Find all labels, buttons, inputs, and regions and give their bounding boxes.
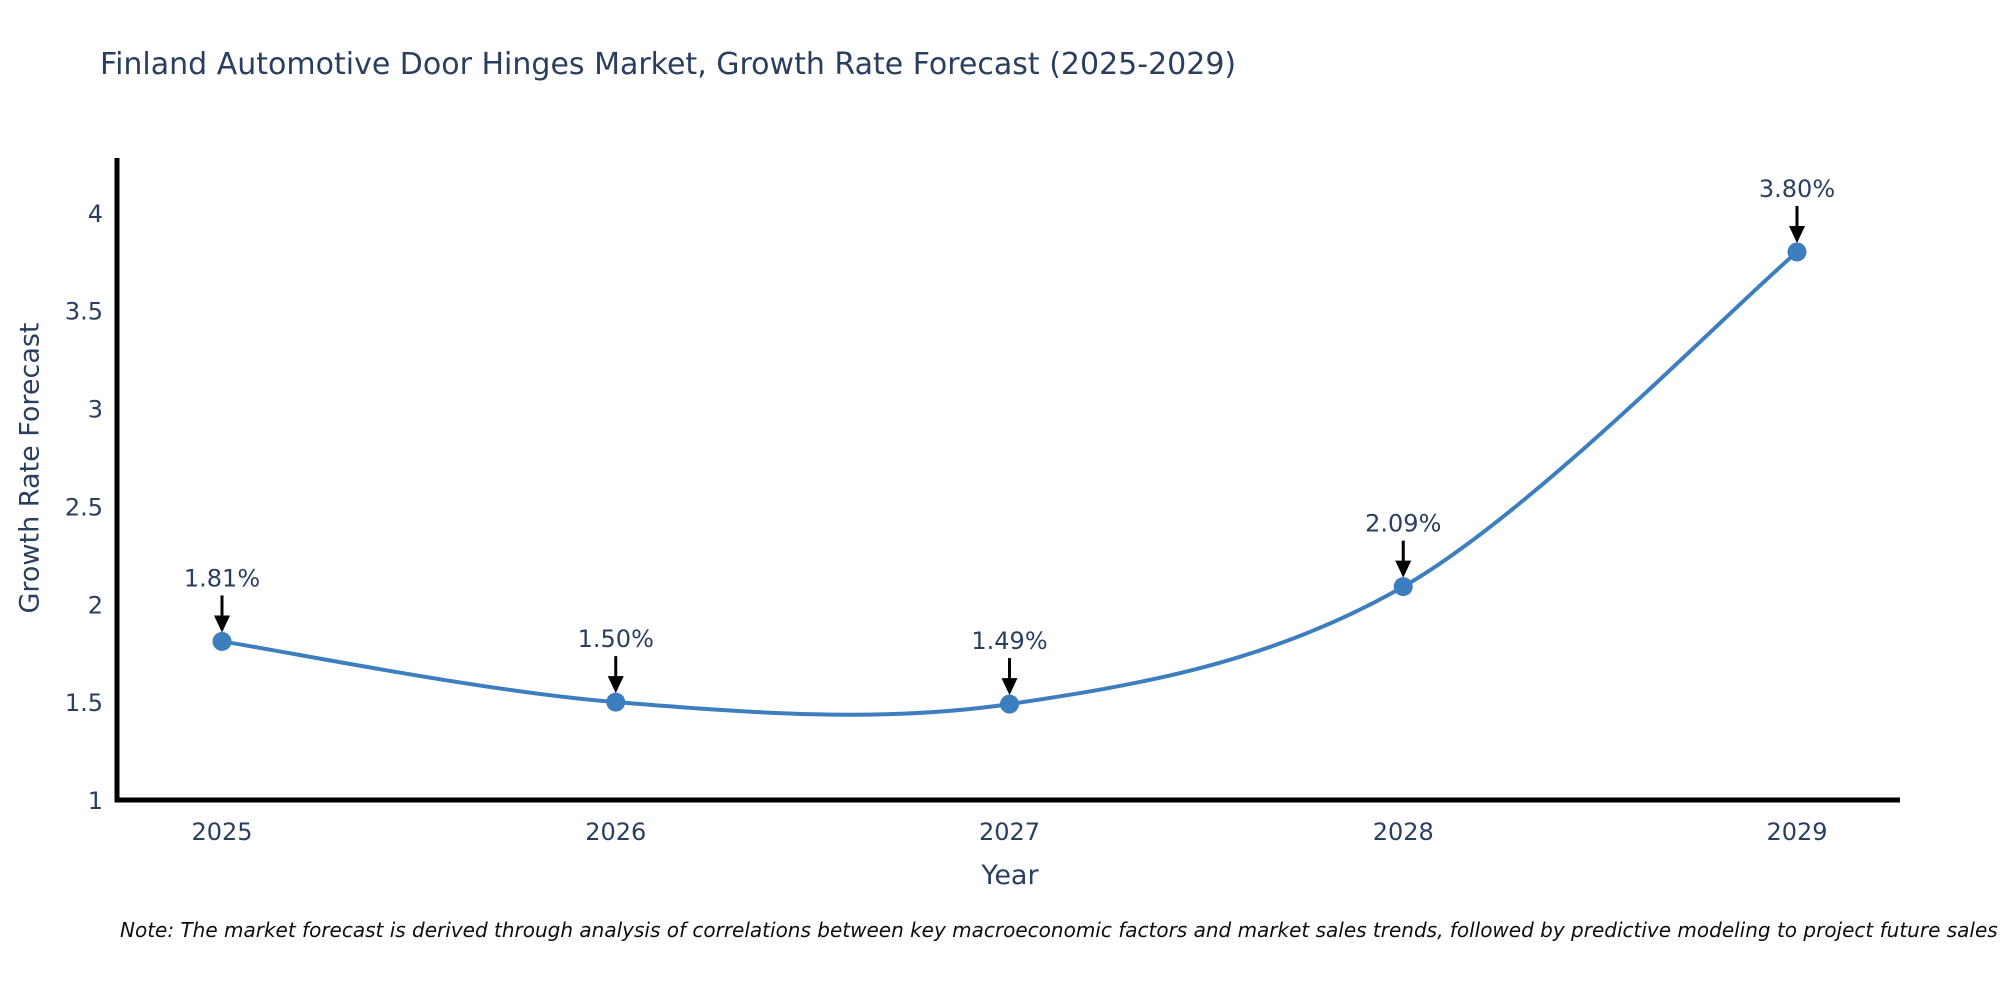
data-point-marker: [1000, 694, 1019, 714]
annotation-label: 3.80%: [1759, 175, 1835, 203]
x-tick-label: 2027: [979, 818, 1040, 846]
data-point-marker: [1393, 577, 1413, 597]
annotation-label: 1.49%: [971, 627, 1047, 655]
x-tick-label: 2025: [191, 818, 252, 846]
x-axis-title: Year: [981, 860, 1039, 891]
annotation-arrowhead: [1789, 225, 1805, 243]
data-point-marker: [606, 692, 626, 712]
y-tick-label: 4: [88, 200, 103, 228]
y-tick-label: 3: [88, 396, 103, 424]
annotation-label: 2.09%: [1365, 510, 1441, 538]
data-point-marker: [1787, 242, 1807, 262]
trend-line: [220, 250, 1799, 717]
y-tick-label: 1: [88, 787, 103, 815]
x-tick-label: 2026: [585, 818, 646, 846]
annotation-arrowhead: [214, 615, 230, 633]
y-tick-label: 1.5: [65, 689, 103, 717]
annotation-arrowhead: [607, 676, 624, 694]
y-tick-label: 2: [88, 591, 103, 619]
y-tick-label: 2.5: [65, 493, 103, 521]
data-point-marker: [212, 631, 232, 651]
annotation-arrowhead: [1395, 560, 1412, 578]
annotation-label: 1.50%: [578, 625, 654, 653]
y-tick-label: 3.5: [65, 298, 103, 326]
annotation-label: 1.81%: [184, 564, 260, 592]
x-tick-label: 2029: [1766, 818, 1827, 846]
x-tick-label: 2028: [1373, 818, 1434, 846]
chart-title: Finland Automotive Door Hinges Market, G…: [100, 47, 1237, 82]
y-axis-title: Growth Rate Forecast: [14, 322, 46, 614]
annotation-arrowhead: [1001, 678, 1018, 696]
footnote: Note: The market forecast is derived thr…: [120, 918, 1998, 942]
